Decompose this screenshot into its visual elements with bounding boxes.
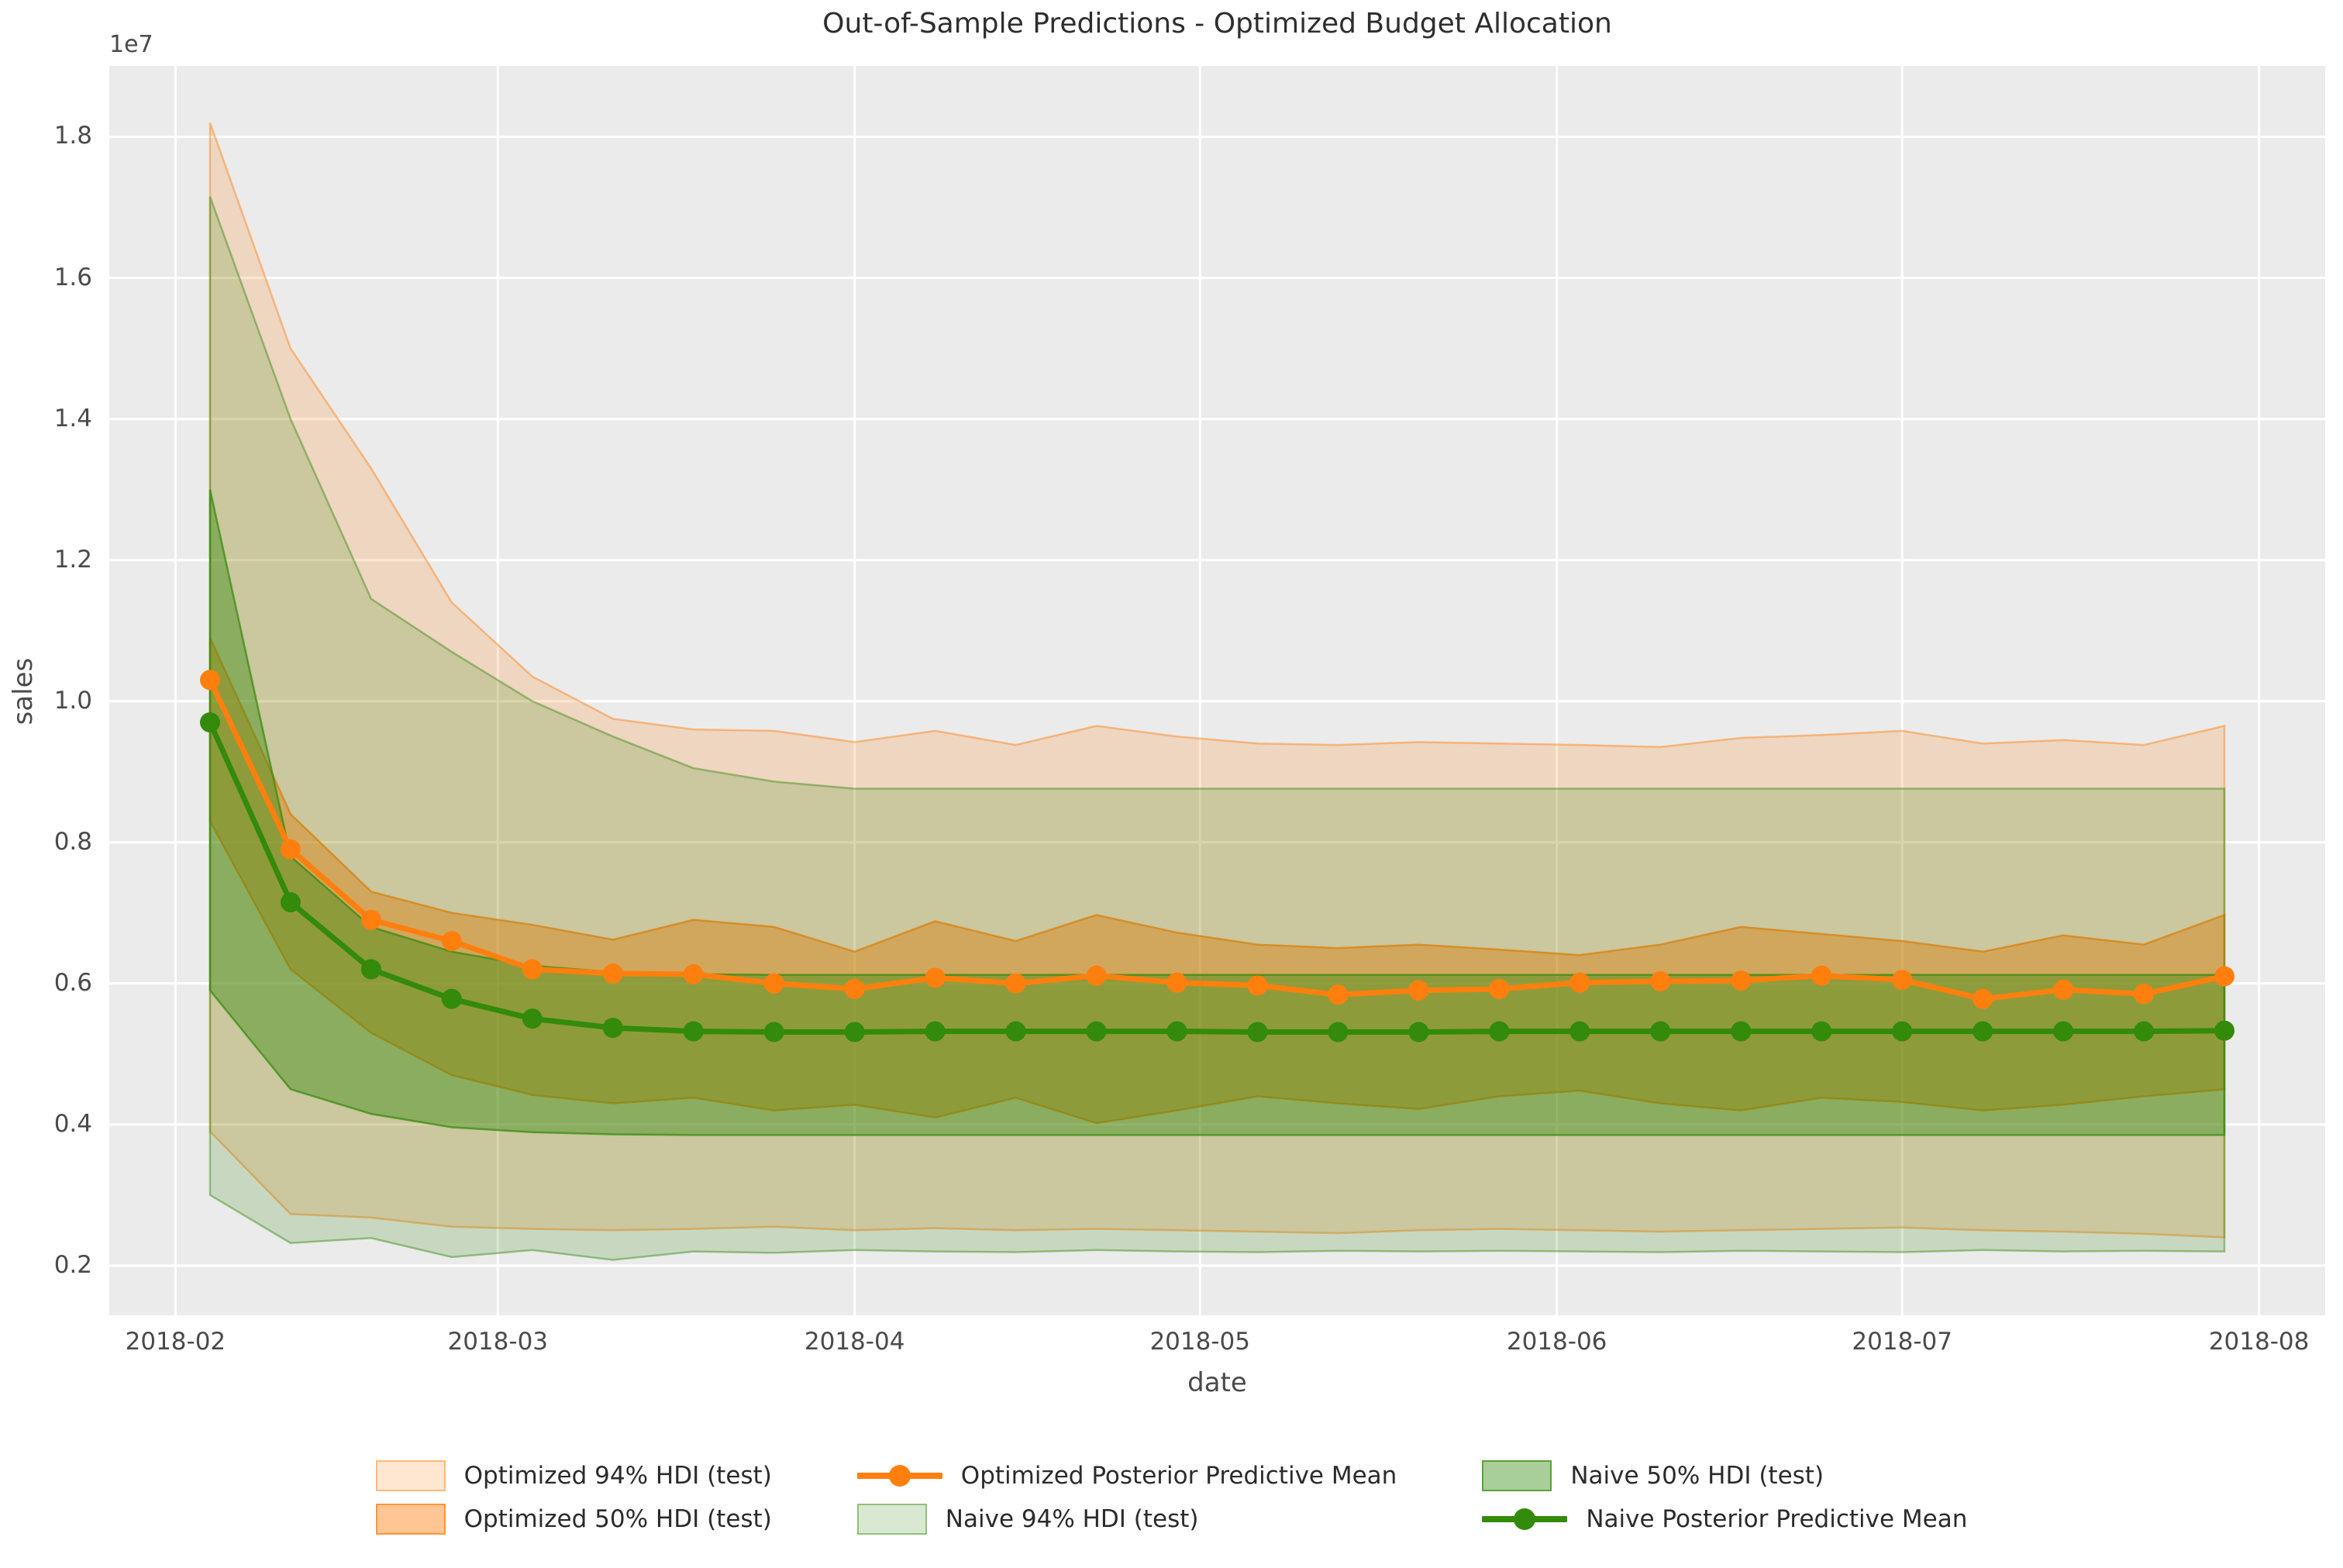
marker-optimized-posterior-predictive-mean [1408,980,1429,1001]
marker-naive-posterior-predictive-mean [1892,1021,1913,1042]
marker-optimized-posterior-predictive-mean [2053,979,2074,1000]
marker-naive-posterior-predictive-mean [2214,1020,2234,1041]
legend-label: Naive Posterior Predictive Mean [1586,1505,1968,1533]
legend-item-naive-50-hdi: Naive 50% HDI (test) [1482,1460,1967,1491]
y-tick-label: 0.4 [53,1109,92,1138]
marker-naive-posterior-predictive-mean [1247,1022,1268,1042]
x-tick-label: 2018-04 [804,1328,905,1356]
marker-naive-posterior-predictive-mean [1811,1021,1832,1042]
legend: Optimized 94% HDI (test) Optimized 50% H… [0,1460,2343,1535]
marker-optimized-posterior-predictive-mean [1328,984,1349,1005]
legend-label: Optimized 94% HDI (test) [463,1462,772,1490]
band-naive-50-hdi-test- [208,489,2226,1136]
legend-item-naive-mean: Naive Posterior Predictive Mean [1480,1504,1968,1535]
y-tick-label: 0.2 [53,1250,92,1279]
marker-optimized-posterior-predictive-mean [844,979,865,999]
marker-optimized-posterior-predictive-mean [925,967,946,988]
marker-naive-posterior-predictive-mean [763,1022,784,1042]
marker-naive-posterior-predictive-mean [1408,1022,1429,1042]
marker-naive-posterior-predictive-mean [441,988,462,1009]
marker-naive-posterior-predictive-mean [1328,1022,1349,1042]
marker-optimized-posterior-predictive-mean [1166,972,1187,993]
legend-item-optimized-94-hdi: Optimized 94% HDI (test) [375,1460,772,1491]
legend-grid: Optimized 94% HDI (test) Optimized 50% H… [375,1460,1968,1535]
marker-naive-posterior-predictive-mean [1731,1021,1752,1042]
legend-line-sample [855,1465,944,1487]
marker-naive-posterior-predictive-mean [844,1022,865,1042]
marker-naive-posterior-predictive-mean [2053,1021,2074,1042]
legend-label: Optimized 50% HDI (test) [463,1505,772,1533]
marker-optimized-posterior-predictive-mean [1650,971,1671,991]
y-tick-label: 1.2 [53,545,92,574]
marker-optimized-posterior-predictive-mean [1489,979,1510,999]
legend-label: Naive 50% HDI (test) [1570,1462,1824,1490]
band-optimized-94-hdi-test- [208,122,2226,1239]
marker-naive-posterior-predictive-mean [1569,1021,1590,1042]
marker-optimized-posterior-predictive-mean [522,959,543,980]
marker-naive-posterior-predictive-mean [522,1008,543,1029]
marker-optimized-posterior-predictive-mean [1811,965,1832,986]
marker-optimized-posterior-predictive-mean [1892,970,1913,991]
marker-naive-posterior-predictive-mean [602,1018,623,1039]
marker-naive-posterior-predictive-mean [1489,1021,1510,1042]
legend-item-naive-94-hdi: Naive 94% HDI (test) [856,1504,1397,1535]
y-axis-offset-text: 1e7 [109,31,153,58]
x-tick-label: 2018-05 [1149,1328,1250,1356]
x-axis-label: date [1187,1367,1247,1398]
marker-optimized-posterior-predictive-mean [280,839,301,860]
marker-optimized-posterior-predictive-mean [763,973,784,994]
marker-optimized-posterior-predictive-mean [1569,972,1590,993]
legend-item-optimized-mean: Optimized Posterior Predictive Mean [855,1460,1397,1491]
y-tick-label: 1.0 [53,686,92,715]
legend-item-optimized-50-hdi: Optimized 50% HDI (test) [375,1504,772,1535]
y-tick-label: 0.8 [53,827,92,856]
marker-naive-posterior-predictive-mean [280,892,301,913]
marker-optimized-posterior-predictive-mean [683,963,704,984]
marker-optimized-posterior-predictive-mean [2134,984,2155,1005]
marker-optimized-posterior-predictive-mean [1247,975,1268,996]
marker-optimized-posterior-predictive-mean [1731,970,1752,991]
marker-naive-posterior-predictive-mean [2134,1021,2155,1042]
marker-optimized-posterior-predictive-mean [1005,973,1026,994]
marker-naive-posterior-predictive-mean [1650,1021,1671,1042]
marker-optimized-posterior-predictive-mean [360,909,381,930]
marker-optimized-posterior-predictive-mean [441,931,462,952]
x-tick-label: 2018-07 [1852,1328,1952,1356]
marker-naive-posterior-predictive-mean [1166,1021,1187,1042]
band-naive-94-hdi-test- [208,196,2226,1261]
line-naive-posterior-predictive-mean [207,719,2228,1035]
marker-naive-posterior-predictive-mean [1086,1021,1107,1042]
marker-optimized-posterior-predictive-mean [1086,965,1107,986]
optimized-mean-line-swatch [855,1460,944,1491]
marker-optimized-posterior-predictive-mean [2214,966,2234,987]
line-optimized-posterior-predictive-mean [207,677,2228,1002]
x-tick-label: 2018-06 [1506,1328,1607,1356]
naive-mean-line-swatch [1480,1504,1569,1535]
marker-naive-posterior-predictive-mean [925,1021,946,1042]
optimized-94-hdi-swatch [375,1460,446,1491]
naive-50-hdi-swatch [1482,1460,1552,1491]
x-tick-label: 2018-02 [125,1328,226,1356]
y-tick-label: 1.4 [53,404,92,432]
marker-naive-posterior-predictive-mean [200,712,220,732]
marker-optimized-posterior-predictive-mean [200,670,220,691]
marker-optimized-posterior-predictive-mean [602,963,623,984]
legend-label: Naive 94% HDI (test) [945,1505,1199,1533]
y-tick-label: 1.6 [53,263,92,291]
marker-optimized-posterior-predictive-mean [1973,988,1993,1009]
chart-title: Out-of-Sample Predictions - Optimized Bu… [822,8,1612,40]
legend-label: Optimized Posterior Predictive Mean [960,1462,1397,1490]
x-tick-label: 2018-08 [2208,1328,2310,1356]
optimized-50-hdi-swatch [375,1504,446,1535]
marker-naive-posterior-predictive-mean [360,959,381,980]
marker-naive-posterior-predictive-mean [683,1021,704,1042]
x-tick-label: 2018-03 [447,1328,549,1356]
marker-naive-posterior-predictive-mean [1005,1021,1026,1042]
y-tick-label: 0.6 [53,968,92,997]
y-tick-label: 1.8 [53,122,92,150]
marker-naive-posterior-predictive-mean [1973,1021,1993,1042]
naive-94-hdi-swatch [856,1504,927,1535]
legend-line-sample [1480,1508,1569,1530]
